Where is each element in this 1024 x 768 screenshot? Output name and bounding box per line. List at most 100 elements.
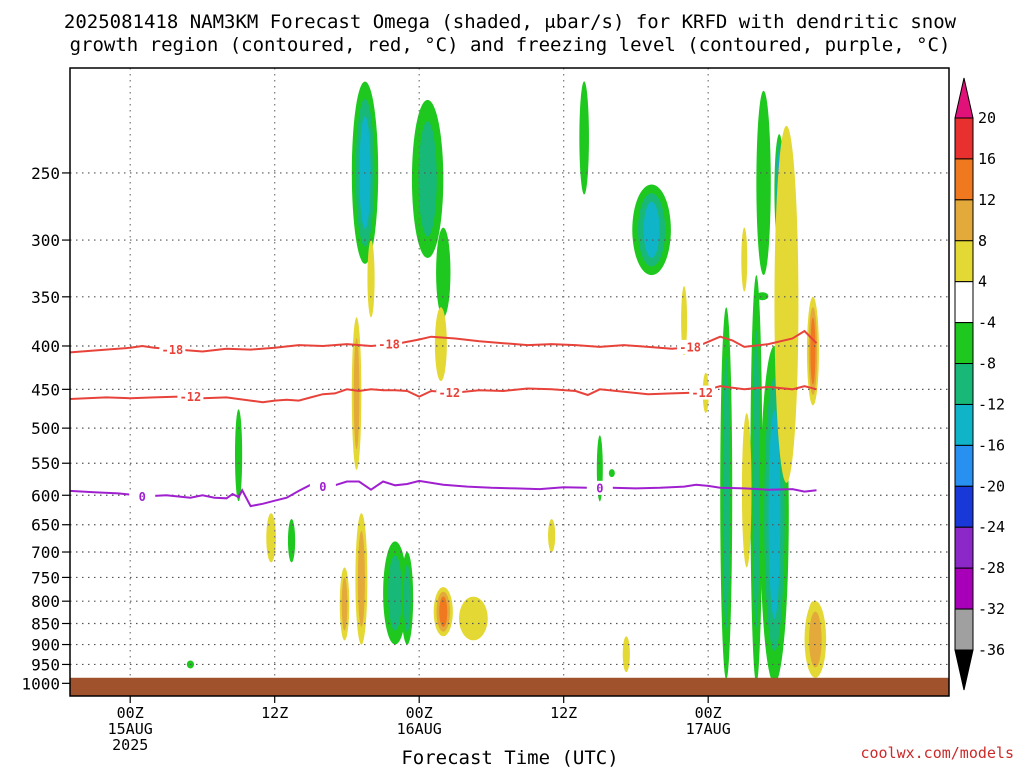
omega-cell-8-level-2 — [768, 410, 781, 619]
x-tick-label-36-0: 12Z — [550, 704, 577, 722]
contour-label-bg-2-2 — [586, 480, 613, 495]
y-tick-label-400: 400 — [31, 337, 60, 356]
contour-label--12-2: -12 — [691, 386, 713, 400]
contour-label-0-1: 0 — [319, 480, 326, 494]
contour-label--12-1: -12 — [438, 386, 460, 400]
colorbar-label--20: -20 — [978, 477, 1005, 495]
y-tick-label-1000: 1000 — [21, 674, 60, 693]
contour-label-bg-1-1 — [436, 385, 463, 400]
omega-cell-20-level-1 — [353, 337, 360, 450]
omega-cell-11-level-0 — [234, 409, 243, 502]
omega-cell-25-level-2 — [439, 596, 448, 627]
colorbar-segment-11 — [954, 567, 974, 610]
omega-cell-28-level-0 — [622, 636, 630, 673]
chart-title-line-2: growth region (contoured, red, °C) and f… — [70, 34, 951, 56]
omega-cell-3-level-2 — [643, 201, 660, 258]
omega-cell-34-level-2 — [810, 317, 816, 385]
omega-cell-24-level-1 — [357, 530, 365, 627]
x-tick-label-0-0: 00Z — [117, 704, 144, 722]
colorbar-label--8: -8 — [978, 355, 996, 373]
colorbar-label--4: -4 — [978, 314, 996, 332]
colorbar-label-16: 16 — [978, 150, 996, 168]
chart-title-line-1: 2025081418 NAM3KM Forecast Omega (shaded… — [64, 11, 957, 33]
omega-cell-18-level-0 — [608, 469, 615, 478]
x-tick-label-24-0: 00Z — [406, 704, 433, 722]
contour-label-0-0: 0 — [139, 490, 146, 504]
omega-cell-31-level-0 — [741, 227, 748, 292]
colorbar-label--28: -28 — [978, 559, 1005, 577]
colorbar-label-20: 20 — [978, 109, 996, 127]
contour-label-bg-1-2 — [689, 385, 716, 400]
omega-cell-27-level-0 — [548, 519, 556, 553]
colorbar-label-4: 4 — [978, 273, 987, 291]
omega-cell-1-level-1 — [418, 121, 437, 237]
colorbar-segment-9 — [954, 485, 974, 528]
omega-cell-19-level-0 — [367, 240, 375, 318]
colorbar-segment-10 — [954, 526, 974, 569]
y-tick-label-750: 750 — [31, 568, 60, 587]
contour-line--12 — [70, 385, 817, 404]
colorbar-segment-12 — [954, 608, 974, 651]
contour-label-bg-0-0 — [159, 342, 186, 357]
colorbar-bottom-triangle — [954, 649, 974, 691]
y-tick-label-300: 300 — [31, 231, 60, 250]
omega-cell-4-level-0 — [756, 90, 771, 276]
x-tick-label-0-2: 2025 — [112, 736, 148, 754]
y-tick-label-500: 500 — [31, 419, 60, 438]
colorbar-segment-4 — [954, 281, 974, 324]
terrain-layer — [70, 677, 949, 696]
colorbar-label-8: 8 — [978, 232, 987, 250]
colorbar-segment-1 — [954, 158, 974, 201]
contour-label-0-2: 0 — [596, 481, 603, 495]
y-tick-label-650: 650 — [31, 516, 60, 535]
x-tick-label-24-1: 16AUG — [397, 720, 442, 738]
colorbar-top-triangle — [954, 77, 974, 119]
contour-label-bg-2-0 — [129, 489, 156, 504]
omega-cell-22-level-0 — [266, 513, 276, 563]
contour-line-0 — [70, 479, 817, 508]
contour-label-bg-0-2 — [677, 339, 704, 354]
y-tick-label-900: 900 — [31, 636, 60, 655]
colorbar-label--36: -36 — [978, 641, 1005, 659]
contour-layer: -18 -18 -18 -12 -12 -12 0 0 0 — [70, 329, 818, 508]
omega-cell-15-level-1 — [403, 564, 411, 632]
terrain-below-ground — [70, 677, 949, 696]
y-tick-label-600: 600 — [31, 486, 60, 505]
y-tick-label-850: 850 — [31, 614, 60, 633]
contour-label--18-0: -18 — [162, 343, 184, 357]
y-tick-label-450: 450 — [31, 380, 60, 399]
contour-label--18-2: -18 — [679, 340, 701, 354]
x-tick-label-12-0: 12Z — [261, 704, 288, 722]
colorbar-segment-0 — [954, 117, 974, 160]
colorbar-label--12: -12 — [978, 395, 1005, 413]
grid-lines — [70, 68, 949, 696]
y-tick-label-350: 350 — [31, 288, 60, 307]
y-tick-label-250: 250 — [31, 164, 60, 183]
y-tick-label-550: 550 — [31, 454, 60, 473]
x-axis-title: Forecast Time (UTC) — [401, 747, 618, 768]
omega-cell-6-level-1 — [752, 330, 760, 629]
colorbar-segment-6 — [954, 363, 974, 405]
omega-cell-10-level-0 — [436, 227, 451, 318]
contour-label--18-1: -18 — [378, 338, 400, 352]
omega-cell-2-level-0 — [579, 81, 589, 195]
x-tick-label-0-1: 15AUG — [108, 720, 153, 738]
omega-cell-26-level-0 — [458, 596, 488, 641]
y-tick-label-800: 800 — [31, 592, 60, 611]
colorbar-label--24: -24 — [978, 518, 1005, 536]
colorbar-label--16: -16 — [978, 436, 1005, 454]
y-tick-label-700: 700 — [31, 543, 60, 562]
colorbar-label--32: -32 — [978, 600, 1005, 618]
omega-cell-21-level-0 — [434, 307, 447, 382]
omega-cell-36-level-1 — [809, 611, 822, 668]
y-axis-ticks: 250 300 350 400 450 500 550 600 650 700 750 800 850 9… — [21, 164, 70, 693]
contour-label--12-0: -12 — [180, 390, 202, 404]
omega-cell-23-level-1 — [341, 577, 348, 631]
omega-cell-17-level-0 — [756, 292, 769, 301]
colorbar-segment-5 — [954, 322, 974, 365]
y-tick-label-950: 950 — [31, 655, 60, 674]
colorbar-segment-2 — [954, 199, 974, 242]
omega-cell-32-level-0 — [741, 413, 752, 568]
x-tick-label-48-0: 00Z — [695, 704, 722, 722]
